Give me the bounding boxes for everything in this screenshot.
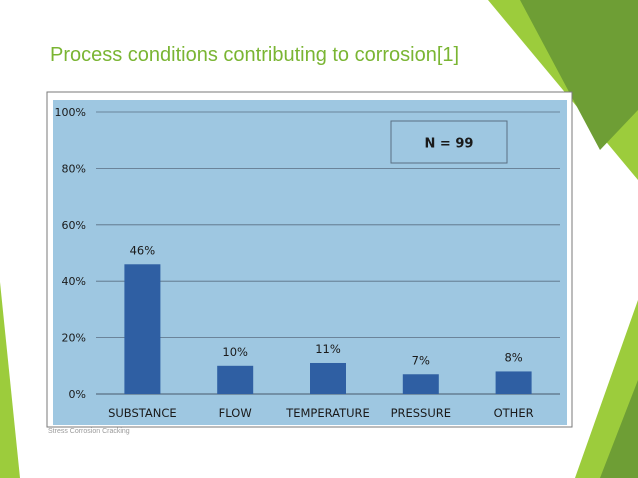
y-tick-label: 100% xyxy=(55,106,86,119)
bar-temperature xyxy=(310,362,346,394)
category-label: SUBSTANCE xyxy=(108,406,177,420)
bar-other xyxy=(495,371,532,394)
data-label: 8% xyxy=(504,350,522,364)
y-tick-label: 80% xyxy=(62,162,86,175)
annotation-box: N = 99 xyxy=(390,120,508,164)
y-tick-label: 40% xyxy=(62,275,86,288)
bar-pressure xyxy=(402,374,439,394)
slide-footer: Stress Corrosion Cracking xyxy=(48,428,130,435)
slide-title: Process conditions contributing to corro… xyxy=(50,44,460,66)
category-label: TEMPERATURE xyxy=(285,406,370,420)
category-label: OTHER xyxy=(494,406,534,420)
bar-flow xyxy=(217,365,254,394)
annotation-text: N = 99 xyxy=(425,137,474,152)
data-labels: 46% 10% 11% 7% 8% xyxy=(130,243,523,367)
category-label: FLOW xyxy=(219,406,252,420)
y-tick-label: 60% xyxy=(62,219,86,232)
data-label: 46% xyxy=(130,243,156,257)
data-label: 11% xyxy=(315,342,341,356)
bars xyxy=(124,264,532,394)
y-tick-label: 20% xyxy=(62,332,86,345)
category-label: PRESSURE xyxy=(391,406,451,420)
annotation-frame xyxy=(390,120,508,164)
y-tick-label: 0% xyxy=(69,388,86,401)
data-label: 7% xyxy=(412,353,430,367)
y-axis-ticks: 0% 20% 40% 60% 80% 100% xyxy=(55,106,86,401)
category-labels: SUBSTANCE FLOW TEMPERATURE PRESSURE OTHER xyxy=(108,406,534,420)
bar-substance xyxy=(124,264,161,394)
data-label: 10% xyxy=(222,345,248,359)
